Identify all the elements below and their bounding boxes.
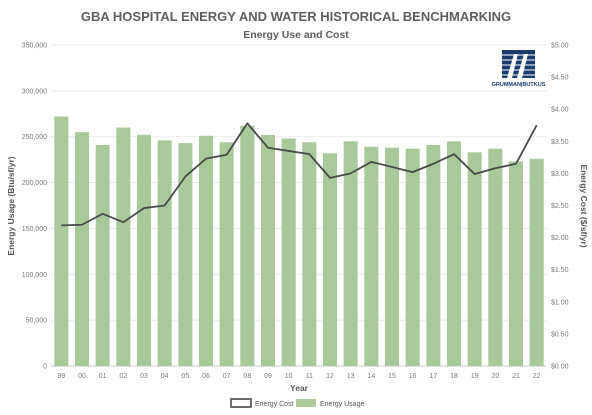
x-tick-label: 01 [99,373,107,380]
energy-usage-bar [384,147,400,366]
x-tick-label: 21 [512,373,520,380]
legend-swatch-energy-cost [230,398,252,408]
x-tick-label: 10 [285,373,293,380]
chart-title: GBA HOSPITAL ENERGY AND WATER HISTORICAL… [81,9,511,24]
energy-usage-bar [219,142,234,366]
legend-swatch-energy-usage [296,399,316,407]
right-tick-label: $3.00 [551,171,569,178]
x-tick-label: 19 [471,373,479,380]
right-tick-label: $4.00 [551,107,569,114]
legend: Energy Cost Energy Usage [230,398,364,408]
x-axis-ticks: 99 00 01 02 03 04 05 06 07 08 09 10 11 12 13 14 15 16 17 18… [57,373,540,380]
energy-usage-bars [54,116,544,367]
right-tick-label: $0.00 [551,364,569,371]
x-tick-label: 06 [202,373,210,380]
grumman-butkus-logo: GRUMMAN|BUTKUS [492,50,546,88]
x-tick-label: 20 [491,373,499,380]
energy-usage-bar [240,125,255,366]
x-axis-title: Year [290,383,309,393]
energy-usage-bar [446,141,462,366]
left-tick-label: 200,000 [22,180,47,187]
x-tick-label: 03 [140,373,148,380]
left-tick-label: 300,000 [22,88,47,95]
left-axis-ticks: 0 50,000 100,000 150,000 200,000 250,000 300,0… [22,43,47,371]
left-axis-title: Energy Usage (Btu/sf/yr) [6,156,16,255]
energy-usage-bar [488,148,503,366]
energy-usage-bar [136,134,152,366]
x-tick-label: 02 [119,373,127,380]
x-tick-label: 09 [264,373,272,380]
x-tick-label: 05 [181,373,189,380]
x-tick-label: 22 [533,373,541,380]
energy-usage-bar [343,141,358,366]
energy-usage-bar [467,152,482,366]
left-tick-label: 0 [43,364,47,371]
energy-usage-bar [157,140,172,366]
left-tick-label: 100,000 [22,272,47,279]
left-tick-label: 250,000 [22,134,47,141]
gridlines [51,44,547,367]
energy-usage-bar [508,161,524,366]
right-tick-label: $3.50 [551,139,569,146]
energy-usage-bar [405,148,420,366]
right-axis-ticks: $0.00 $0.50 $1.00 $1.50 $2.00 $2.50 $3.00 $3.50… [551,43,569,371]
energy-usage-bar [426,144,441,366]
left-tick-label: 50,000 [26,318,48,325]
energy-cost-line-path [61,122,538,227]
logo-text: GRUMMAN|BUTKUS [492,82,546,88]
energy-usage-bar [178,143,193,366]
energy-usage-bar [281,138,296,366]
right-tick-label: $1.00 [551,299,569,306]
right-tick-label: $0.50 [551,331,569,338]
right-tick-label: $1.50 [551,267,569,274]
energy-usage-bar [302,142,317,366]
x-tick-label: 13 [347,373,355,380]
energy-usage-bar [116,127,131,367]
x-tick-label: 08 [243,373,251,380]
left-tick-label: 350,000 [22,43,47,50]
x-tick-label: 00 [78,373,86,380]
energy-usage-bar [74,132,90,366]
x-tick-label: 15 [388,373,396,380]
energy-usage-bar [54,116,69,366]
right-tick-label: $5.00 [551,43,569,50]
chart-subtitle: Energy Use and Cost [243,29,349,41]
energy-usage-bar [95,144,110,366]
x-tick-label: 11 [306,373,313,380]
x-tick-label: 04 [161,373,169,380]
x-tick-label: 16 [409,373,417,380]
legend-label-energy-usage: Energy Usage [320,401,364,408]
x-tick-label: 14 [367,373,375,380]
left-tick-label: 150,000 [22,226,47,233]
legend-label-energy-cost: Energy Cost [255,401,294,408]
x-tick-label: 07 [223,373,231,380]
energy-cost-line [61,122,538,227]
x-tick-label: 12 [326,373,334,380]
energy-usage-bar [529,158,544,366]
energy-usage-bar [364,146,379,366]
x-tick-label: 17 [429,373,437,380]
right-tick-label: $2.00 [551,235,569,242]
energy-usage-bar [322,153,338,366]
energy-usage-bar [260,134,276,366]
right-tick-label: $2.50 [551,203,569,210]
right-tick-label: $4.50 [551,75,569,82]
right-axis-title: Energy Cost ($/sf/yr) [579,164,589,247]
x-tick-label: 99 [57,373,65,380]
energy-usage-bar [198,135,214,366]
x-tick-label: 18 [450,373,458,380]
